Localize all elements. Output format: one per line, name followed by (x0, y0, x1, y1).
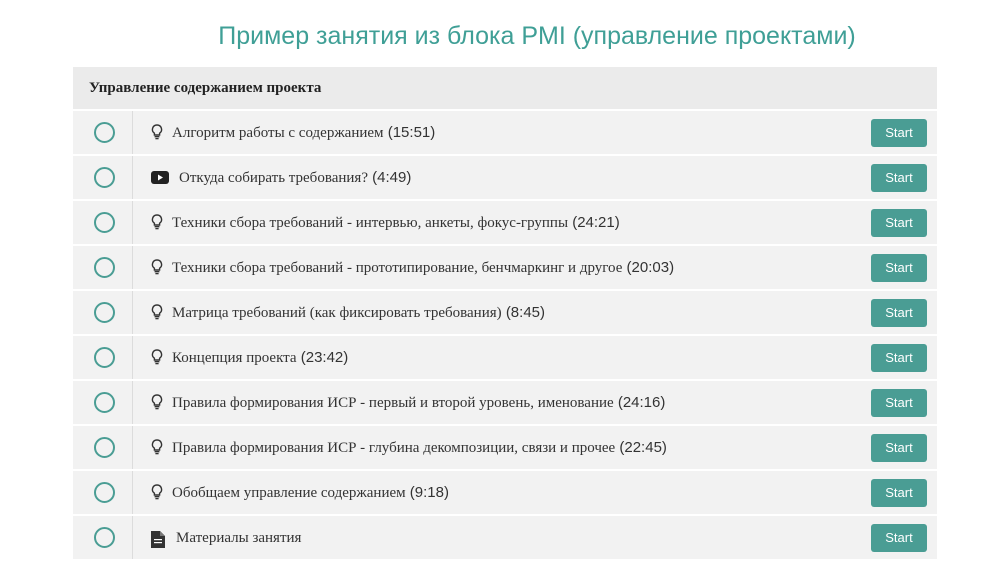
lesson-row: Обобщаем управление содержанием (9:18) St… (73, 471, 937, 514)
lesson-duration: (24:16) (617, 394, 666, 411)
lesson-text: Концепция проекта (23:42) (172, 336, 348, 380)
lesson-icon (151, 349, 163, 370)
lesson-duration: (15:51) (387, 124, 436, 141)
start-button[interactable]: Start (871, 119, 927, 147)
status-circle (94, 212, 115, 233)
lesson-row: Концепция проекта (23:42) Start (73, 336, 937, 379)
checkbox[interactable] (73, 336, 133, 379)
lesson-icon (151, 171, 169, 190)
lesson-title: Правила формирования ИСР - первый и втор… (172, 395, 614, 411)
lesson-icon (151, 439, 163, 460)
lesson-title: Концепция проекта (172, 350, 297, 366)
lesson-text: Правила формирования ИСР - глубина деком… (172, 426, 667, 470)
checkbox[interactable] (73, 156, 133, 199)
lesson-title: Материалы занятия (176, 530, 302, 546)
lesson-row: Правила формирования ИСР - первый и втор… (73, 381, 937, 424)
lesson-title: Обобщаем управление содержанием (172, 485, 406, 501)
status-circle (94, 392, 115, 413)
lesson-row: Техники сбора требований - прототипирова… (73, 246, 937, 289)
start-button[interactable]: Start (871, 299, 927, 327)
status-circle (94, 347, 115, 368)
checkbox[interactable] (73, 201, 133, 244)
lesson-icon (151, 531, 165, 553)
start-button[interactable]: Start (871, 254, 927, 282)
start-button[interactable]: Start (871, 479, 927, 507)
status-circle (94, 527, 115, 548)
start-button[interactable]: Start (871, 389, 927, 417)
lesson-duration: (20:03) (626, 259, 675, 276)
checkbox[interactable] (73, 246, 133, 289)
checkbox[interactable] (73, 426, 133, 469)
lesson-table: Управление содержанием проекта Алгоритм … (73, 67, 937, 559)
status-circle (94, 482, 115, 503)
lesson-duration: (22:45) (619, 439, 667, 456)
lesson-title: Техники сбора требований - прототипирова… (172, 260, 623, 276)
checkbox[interactable] (73, 381, 133, 424)
lesson-title: Алгоритм работы с содержанием (172, 125, 384, 141)
checkbox[interactable] (73, 111, 133, 154)
lesson-text: Правила формирования ИСР - первый и втор… (172, 381, 665, 425)
status-circle (94, 302, 115, 323)
lesson-row: Откуда собирать требования? (4:49) Start (73, 156, 937, 199)
lesson-icon (151, 304, 163, 325)
lesson-icon (151, 259, 163, 280)
start-button[interactable]: Start (871, 434, 927, 462)
lesson-duration: (24:21) (572, 214, 620, 231)
lesson-text: Откуда собирать требования? (4:49) (179, 156, 411, 200)
lesson-title: Матрица требований (как фиксировать треб… (172, 305, 502, 321)
section-header: Управление содержанием проекта (73, 67, 937, 109)
lesson-text: Матрица требований (как фиксировать треб… (172, 291, 545, 335)
status-circle (94, 167, 115, 188)
checkbox[interactable] (73, 471, 133, 514)
start-button[interactable]: Start (871, 209, 927, 237)
lesson-duration: (4:49) (372, 169, 412, 186)
status-circle (94, 257, 115, 278)
lesson-text: Алгоритм работы с содержанием (15:51) (172, 111, 435, 155)
lesson-text: Техники сбора требований - интервью, анк… (172, 201, 620, 245)
lesson-title: Правила формирования ИСР - глубина деком… (172, 440, 616, 456)
lesson-row: Матрица требований (как фиксировать треб… (73, 291, 937, 334)
lesson-duration: (8:45) (505, 304, 545, 321)
lesson-icon (151, 124, 163, 145)
start-button[interactable]: Start (871, 344, 927, 372)
lesson-text: Техники сбора требований - прототипирова… (172, 246, 674, 290)
checkbox[interactable] (73, 291, 133, 334)
checkbox[interactable] (73, 516, 133, 559)
lesson-row: Правила формирования ИСР - глубина деком… (73, 426, 937, 469)
page-title: Пример занятия из блока PMI (управление … (218, 22, 856, 50)
lesson-icon (151, 394, 163, 415)
lesson-duration: (9:18) (409, 484, 449, 501)
lesson-text: Обобщаем управление содержанием (9:18) (172, 471, 449, 515)
lesson-icon (151, 214, 163, 235)
lesson-text: Материалы занятия (176, 516, 301, 560)
start-button[interactable]: Start (871, 164, 927, 192)
lesson-duration: (23:42) (300, 349, 349, 366)
lesson-row: Техники сбора требований - интервью, анк… (73, 201, 937, 244)
lesson-icon (151, 484, 163, 505)
start-button[interactable]: Start (871, 524, 927, 552)
lesson-title: Техники сбора требований - интервью, анк… (172, 215, 569, 231)
lesson-title: Откуда собирать требования? (179, 170, 368, 186)
status-circle (94, 437, 115, 458)
lesson-row: Материалы занятия Start (73, 516, 937, 559)
status-circle (94, 122, 115, 143)
lesson-row: Алгоритм работы с содержанием (15:51) Sta… (73, 111, 937, 154)
